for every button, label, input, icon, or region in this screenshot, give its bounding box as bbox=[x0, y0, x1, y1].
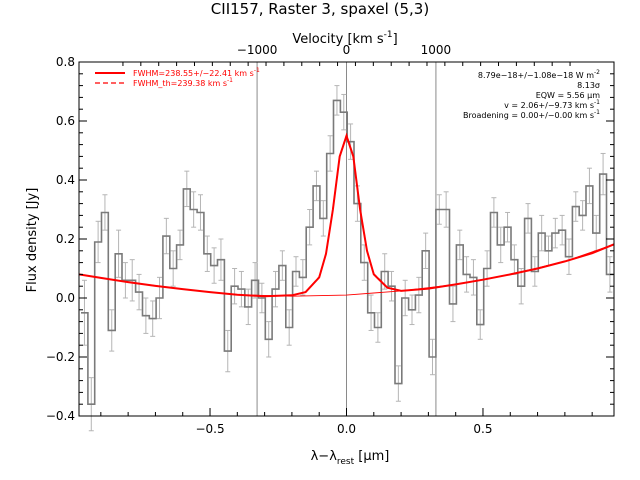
legend-label: FWHM_th=239.38 km s-1 bbox=[133, 77, 233, 88]
legend-label: FWHM=238.55+/−22.41 km s-1 bbox=[133, 67, 260, 78]
x-tick-label: 0.0 bbox=[337, 422, 356, 436]
y-tick-label: 0.0 bbox=[56, 291, 75, 305]
top-tick-label: 0 bbox=[343, 43, 351, 57]
y-tick-label: 0.2 bbox=[56, 232, 75, 246]
top-tick-label: −1000 bbox=[237, 43, 278, 57]
annotation: 8.13σ bbox=[577, 81, 600, 90]
annotation: Broadening = 0.00+/−0.00 km s-1 bbox=[463, 109, 600, 120]
x-tick-label: 0.5 bbox=[473, 422, 492, 436]
top-axis-label: Velocity [km s-1] bbox=[292, 30, 397, 47]
plot-area: −0.4 −0.2 0.0 0.2 0.4 0.6 0.8 −0.5 0.0 0.5 −1000 0 1… bbox=[46, 43, 615, 436]
x-axis-label: λ−λrest [μm] bbox=[311, 449, 390, 467]
y-tick-label: 0.6 bbox=[56, 114, 75, 128]
annotation: 8.79e−18+/−1.08e−18 W m-2 bbox=[478, 69, 600, 80]
annotation: v = 2.06+/−9.73 km s-1 bbox=[504, 99, 600, 110]
y-tick-label: 0.8 bbox=[56, 55, 75, 69]
annotation: EQW = 5.56 μm bbox=[536, 91, 600, 100]
top-tick-label: 1000 bbox=[421, 43, 452, 57]
chart-title: CII157, Raster 3, spaxel (5,3) bbox=[211, 0, 429, 18]
y-tick-label: −0.4 bbox=[46, 409, 75, 423]
y-axis-label: Flux density [Jy] bbox=[25, 188, 40, 293]
spectrum-line bbox=[81, 99, 614, 405]
y-tick-label: −0.2 bbox=[46, 350, 75, 364]
fit-theory-line bbox=[291, 132, 402, 296]
x-tick-label: −0.5 bbox=[195, 422, 224, 436]
y-tick-label: 0.4 bbox=[56, 173, 75, 187]
